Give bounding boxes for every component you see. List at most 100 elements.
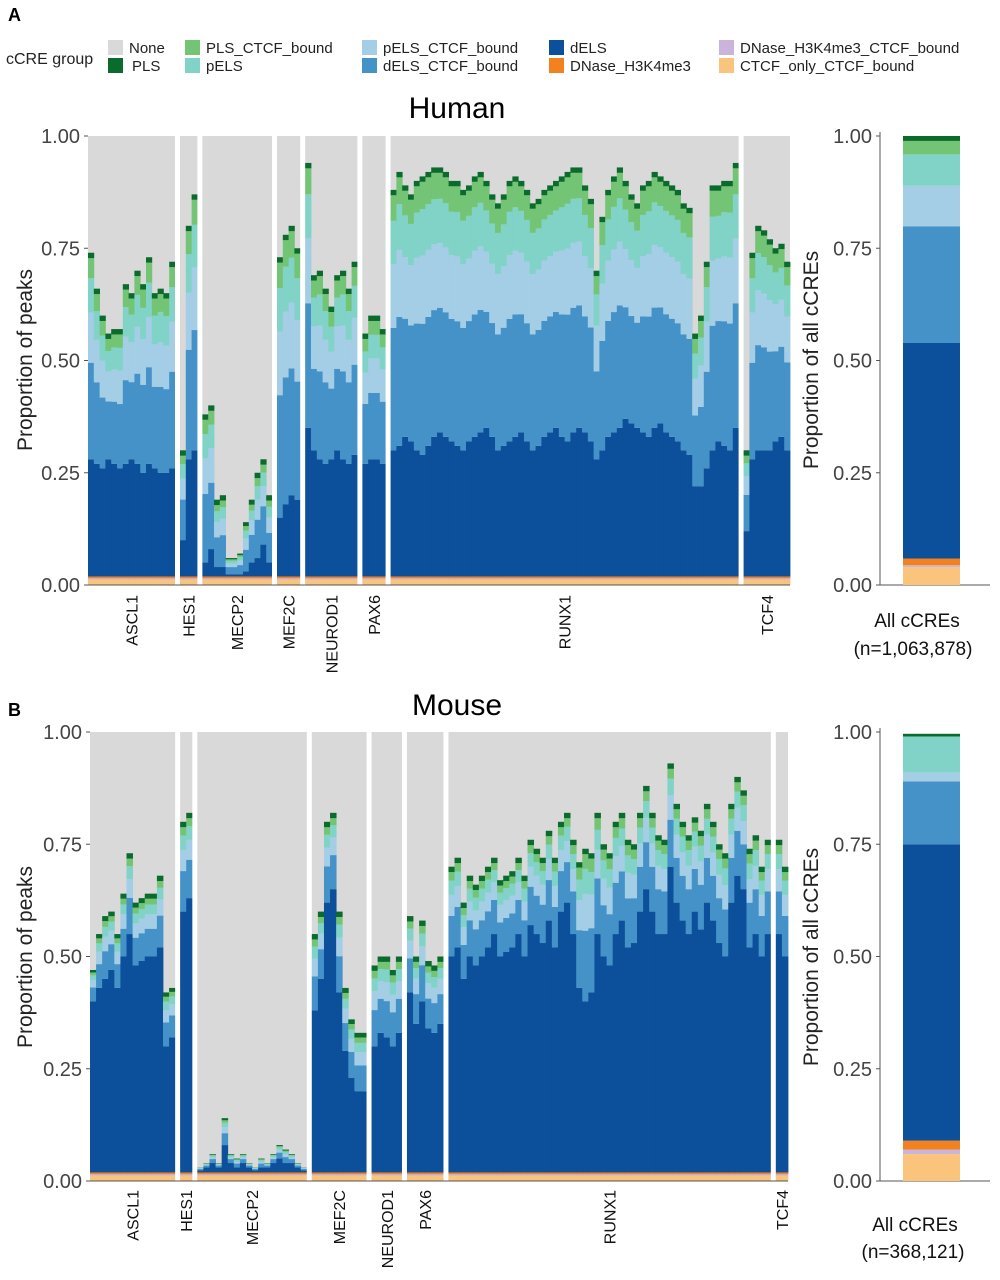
bar-runx1-53-dels — [764, 934, 772, 1173]
bar-ascl1-5-pls-ctcf-bound — [114, 938, 121, 944]
bar-runx1-46-dnase-h3k4me3 — [651, 576, 658, 579]
bar-mef2c-5-pels — [336, 924, 343, 938]
bar-neurod1-2-pels — [311, 297, 318, 327]
bar-runx1-30-dnase-h3k4me3-ctcf-bound — [558, 578, 565, 580]
bar-tcf4-6-dnase-h3k4me3-ctcf-bound — [772, 578, 779, 580]
bar-mecp2-10-pels — [254, 486, 261, 500]
bar-runx1-5-pels-ctcf-bound — [472, 910, 480, 930]
bar-runx1-25-dnase-h3k4me3-ctcf-bound — [529, 578, 536, 580]
bar-runx1-28-dels-ctcf-bound — [547, 316, 554, 433]
summary-segment-ctcf-only-ctcf-bound — [903, 1154, 960, 1181]
bar-mecp2-5-dels-ctcf-bound — [225, 567, 232, 575]
bar-mef2c-9-ctcf-only-ctcf-bound — [360, 1175, 367, 1181]
bar-runx1-29-dnase-h3k4me3 — [553, 576, 560, 579]
bar-mecp2-2-ctcf-only-ctcf-bound — [208, 579, 215, 585]
bar-mecp2-3-dels-ctcf-bound — [209, 1159, 216, 1164]
bar-runx1-28-ctcf-only-ctcf-bound — [547, 579, 554, 585]
summary-segment-ctcf-only-ctcf-bound — [903, 567, 960, 585]
bar-runx1-50-dnase-h3k4me3 — [674, 576, 681, 579]
legend-swatch-pls — [108, 58, 123, 73]
bar-runx1-31-dnase-h3k4me3-ctcf-bound — [564, 578, 571, 580]
bar-ascl1-4-pels-ctcf-bound — [105, 371, 112, 402]
bar-ascl1-3-dels-ctcf-bound — [102, 951, 109, 979]
bar-runx1-25-dnase-h3k4me3 — [594, 1172, 601, 1175]
bar-runx1-41-dnase-h3k4me3 — [622, 576, 629, 579]
bar-ascl1-14-dels-ctcf-bound — [163, 389, 170, 473]
human-title: Human — [409, 92, 506, 125]
bar-pax6-3-pels — [419, 933, 426, 947]
bar-runx1-34-dels-ctcf-bound — [582, 316, 589, 433]
bar-tcf4-4-ctcf-only-ctcf-bound — [761, 579, 768, 585]
bar-mecp2-4-pels-ctcf-bound — [219, 518, 226, 536]
bar-mecp2-16-dnase-h3k4me3 — [288, 1172, 296, 1175]
bar-runx1-29-pels — [553, 210, 560, 252]
bar-mef2c-1-dels — [277, 517, 284, 577]
bar-runx1-43-pls-ctcf-bound — [634, 208, 641, 231]
bar-runx1-35-dels-ctcf-bound — [587, 327, 594, 442]
bar-mef2c-2-dnase-h3k4me3 — [317, 1172, 325, 1175]
bar-runx1-46-pls-ctcf-bound — [651, 177, 658, 203]
bar-mecp2-4-dnase-h3k4me3-ctcf-bound — [219, 578, 226, 580]
summary-segment-dels-ctcf-bound — [903, 226, 960, 343]
bar-runx1-4-dels — [466, 956, 474, 1173]
bar-mef2c-9-pels-ctcf-bound — [360, 1051, 367, 1066]
bar-runx1-17-ctcf-only-ctcf-bound — [483, 579, 490, 585]
bar-runx1-28-dnase-h3k4me3-ctcf-bound — [612, 1174, 620, 1176]
bar-runx1-35-pls — [587, 198, 594, 205]
bar-runx1-55-dels-ctcf-bound — [703, 371, 710, 469]
bar-mef2c-3-pels — [288, 257, 295, 303]
bar-runx1-17-pls — [483, 180, 490, 187]
bar-runx1-41-dnase-h3k4me3 — [691, 1172, 699, 1175]
bar-runx1-48-pels-ctcf-bound — [663, 252, 670, 315]
bar-runx1-56-dels — [709, 450, 716, 577]
bar-runx1-2-ctcf-only-ctcf-bound — [454, 1175, 462, 1181]
bar-runx1-18-pls — [551, 857, 559, 864]
bar-hes1-1-dels — [180, 540, 187, 577]
bar-runx1-56-pls — [709, 185, 716, 191]
mouse-title: Mouse — [412, 689, 502, 722]
bar-mecp2-2-dnase-h3k4me3-ctcf-bound — [208, 578, 215, 580]
bar-ascl1-11-dnase-h3k4me3 — [146, 576, 153, 579]
bar-mecp2-3-pls-ctcf-bound — [209, 1154, 216, 1156]
bar-runx1-4-dnase-h3k4me3 — [408, 576, 415, 579]
bar-runx1-28-dnase-h3k4me3-ctcf-bound — [547, 578, 554, 580]
bar-runx1-47-pels-ctcf-bound — [657, 247, 664, 308]
bar-runx1-49-ctcf-only-ctcf-bound — [740, 1175, 747, 1181]
bar-ascl1-13-dnase-h3k4me3 — [157, 576, 164, 579]
bar-runx1-48-pels-ctcf-bound — [734, 807, 741, 831]
bar-runx1-41-pls-ctcf-bound — [691, 822, 699, 832]
bar-runx1-2-dnase-h3k4me3 — [454, 1172, 462, 1175]
group-separator — [197, 134, 203, 589]
bar-runx1-6-pels — [478, 888, 486, 902]
bar-runx1-14-dnase-h3k4me3 — [466, 576, 473, 579]
bar-ascl1-10-dnase-h3k4me3 — [144, 1172, 152, 1175]
bar-hes1-3-dels — [191, 450, 198, 577]
bar-runx1-27-dnase-h3k4me3-ctcf-bound — [541, 578, 548, 580]
bar-runx1-45-pls — [716, 844, 723, 850]
bar-hes1-1-pls-ctcf-bound — [180, 455, 187, 465]
bar-runx1-33-dels — [576, 427, 583, 577]
legend-swatch-pels-ctcf-bound — [362, 40, 377, 55]
bar-mecp2-10-ctcf-only-ctcf-bound — [252, 1175, 259, 1181]
bar-mecp2-13-pels — [270, 1155, 277, 1158]
bar-runx1-57-pls — [715, 185, 722, 191]
bar-ascl1-15-dnase-h3k4me3 — [169, 576, 176, 579]
bar-runx1-5-dnase-h3k4me3 — [413, 576, 420, 579]
group-label-neurod1: NEUROD1 — [380, 1190, 397, 1268]
bar-runx1-15-pls-ctcf-bound — [533, 854, 541, 863]
bar-runx1-29-dnase-h3k4me3 — [618, 1172, 626, 1175]
bar-mef2c-1-dels — [311, 1010, 319, 1173]
bar-runx1-38-pels-ctcf-bound — [673, 834, 680, 858]
bar-mef2c-3-dnase-h3k4me3-ctcf-bound — [288, 578, 295, 580]
bar-ascl1-5-dels-ctcf-bound — [114, 964, 121, 988]
bar-ascl1-8-pels — [132, 913, 140, 924]
bar-ascl1-15-pls — [169, 261, 176, 268]
bar-runx1-33-dels-ctcf-bound — [643, 842, 650, 890]
bar-mef2c-7-ctcf-only-ctcf-bound — [348, 1175, 355, 1181]
bar-ascl1-4-ctcf-only-ctcf-bound — [105, 579, 112, 585]
bar-runx1-43-dnase-h3k4me3 — [703, 1172, 711, 1175]
bar-runx1-20-dnase-h3k4me3 — [500, 576, 507, 579]
bar-runx1-38-dnase-h3k4me3-ctcf-bound — [673, 1174, 680, 1176]
bar-mecp2-9-dels — [248, 562, 255, 577]
bar-mef2c-8-pls — [354, 1032, 361, 1038]
